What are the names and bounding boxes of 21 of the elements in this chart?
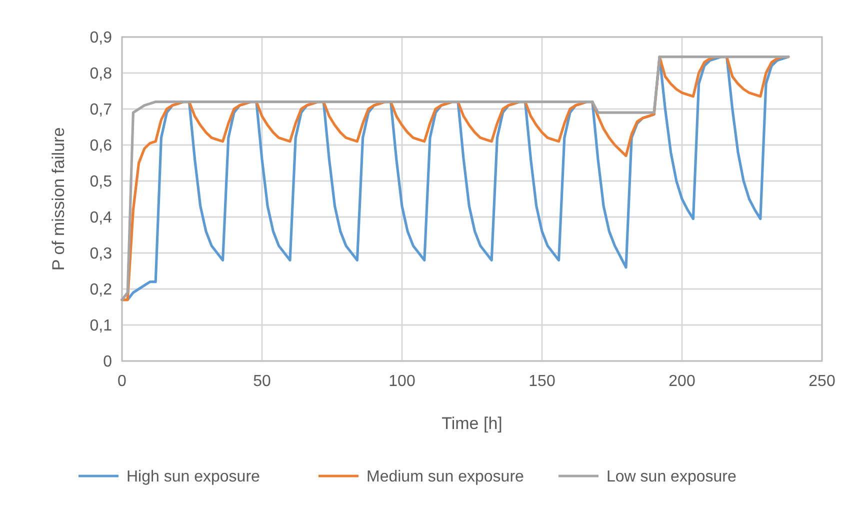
- x-tick-label: 50: [253, 373, 271, 390]
- y-tick-label: 0,1: [90, 318, 112, 335]
- y-tick-label: 0,3: [90, 246, 112, 263]
- y-tick-label: 0,5: [90, 174, 112, 191]
- y-tick-label: 0,9: [90, 30, 112, 47]
- legend-label: Low sun exposure: [606, 468, 736, 486]
- y-tick-label: 0,6: [90, 138, 112, 155]
- x-tick-label: 150: [528, 373, 556, 390]
- y-axis-title: P of mission failure: [49, 127, 68, 271]
- y-tick-label: 0,7: [90, 102, 112, 119]
- y-tick-label: 0,2: [90, 282, 112, 299]
- y-tick-label: 0,8: [90, 66, 112, 83]
- legend-label: Medium sun exposure: [366, 468, 524, 486]
- x-tick-label: 200: [668, 373, 696, 390]
- y-tick-label: 0,4: [90, 210, 112, 227]
- x-tick-label: 0: [118, 373, 127, 390]
- x-tick-label: 100: [388, 373, 416, 390]
- y-tick-label: 0: [103, 354, 112, 371]
- legend-label: High sun exposure: [126, 468, 260, 486]
- x-axis-title: Time [h]: [442, 414, 502, 433]
- x-tick-label: 250: [808, 373, 836, 390]
